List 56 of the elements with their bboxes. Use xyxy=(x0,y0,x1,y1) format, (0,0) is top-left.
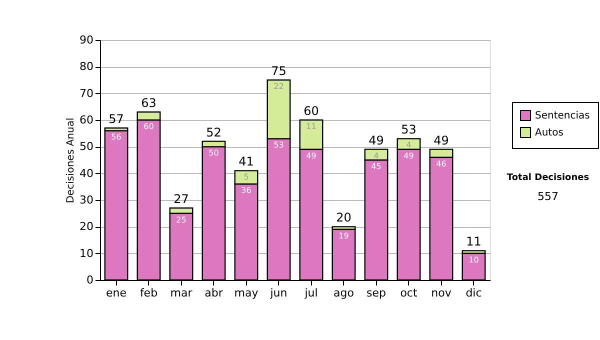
total-label: 75 xyxy=(271,64,286,78)
total-label: 27 xyxy=(174,192,189,206)
y-tick-label: 40 xyxy=(80,166,94,180)
data-label: 4 xyxy=(406,140,412,150)
x-tick-label: ene xyxy=(106,286,127,300)
legend-label: Sentencias xyxy=(535,110,590,122)
y-tick-label: 80 xyxy=(80,60,94,74)
y-tick-label: 70 xyxy=(80,86,94,100)
x-tick-label: sep xyxy=(366,286,386,300)
text: Total Decisiones xyxy=(506,173,590,183)
data-label: 36 xyxy=(241,186,252,195)
data-label: 22 xyxy=(274,82,284,91)
total-label: 11 xyxy=(466,234,482,249)
total-label: 63 xyxy=(141,96,156,110)
data-label: 53 xyxy=(274,140,284,150)
y-tick-label: 30 xyxy=(80,194,94,206)
data-label: 50 xyxy=(208,148,219,158)
x-tick-label: may xyxy=(234,286,259,300)
x-tick-label: dic xyxy=(466,286,482,300)
text: 557 xyxy=(538,190,558,203)
total-label: 52 xyxy=(206,125,222,140)
legend-label: Autos xyxy=(535,128,564,138)
data-label: 60 xyxy=(144,122,154,131)
total-label: 53 xyxy=(401,122,416,137)
data-label: 10 xyxy=(468,255,479,264)
data-label: 45 xyxy=(371,162,382,171)
data-label: 49 xyxy=(306,151,316,160)
total-label: 49 xyxy=(368,133,384,148)
data-label: 25 xyxy=(176,215,186,224)
x-tick-label: feb xyxy=(140,286,158,300)
y-tick-label: 60 xyxy=(80,114,94,126)
y-tick-label: 10 xyxy=(80,246,94,260)
total-label: 49 xyxy=(434,133,449,148)
y-axis-title: Decisiones Anual xyxy=(66,118,77,204)
total-label: 60 xyxy=(304,104,319,118)
data-label: 4 xyxy=(374,151,379,160)
y-tick-label: 0 xyxy=(86,274,94,286)
y-tick-label: 20 xyxy=(80,220,94,234)
total-label: 57 xyxy=(108,112,124,126)
total-label: 20 xyxy=(336,210,352,225)
x-tick-label: ago xyxy=(334,286,354,300)
x-tick-label: nov xyxy=(431,286,452,300)
data-label: 56 xyxy=(111,132,122,142)
y-tick-label: 50 xyxy=(80,140,94,154)
data-label: 49 xyxy=(404,151,414,160)
data-label: 5 xyxy=(244,172,249,182)
x-tick-label: mar xyxy=(170,286,193,300)
x-tick-label: abr xyxy=(204,286,224,300)
x-tick-label: jul xyxy=(304,286,318,300)
x-tick-label: oct xyxy=(400,286,418,300)
x-tick-label: jun xyxy=(269,286,288,300)
y-tick-label: 90 xyxy=(80,34,94,46)
total-label: 41 xyxy=(238,154,254,169)
data-label: 19 xyxy=(338,231,349,240)
data-label: 11 xyxy=(306,122,316,131)
data-label: 46 xyxy=(436,159,446,168)
